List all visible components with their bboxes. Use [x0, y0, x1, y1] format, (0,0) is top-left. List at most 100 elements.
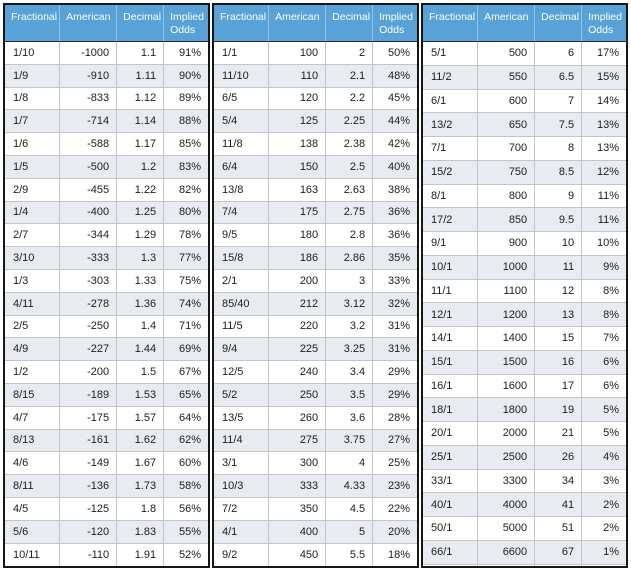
- cell-fractional: 11/10: [213, 63, 269, 88]
- cell-decimal: 6: [534, 41, 582, 66]
- cell-fractional: 14/1: [422, 326, 478, 351]
- cell-american: 450: [268, 542, 326, 567]
- cell-american: 1200: [477, 302, 535, 327]
- table-row: 11/5 220 3.2 31%: [213, 314, 418, 338]
- cell-decimal: 7.5: [534, 112, 582, 137]
- cell-decimal: 11: [534, 254, 582, 279]
- odds-table-long-prices: Fractional American Decimal Implied Odds 5/…: [421, 3, 628, 568]
- cell-implied-odds: 71%: [163, 314, 209, 338]
- cell-american: [477, 563, 535, 567]
- cell-decimal: 1.8: [116, 496, 164, 521]
- table-row: 66/1 6600 67 1%: [422, 539, 627, 564]
- cell-decimal: 1.22: [116, 177, 164, 202]
- cell-fractional: 9/1: [422, 231, 478, 256]
- table-row: 4/11 -278 1.36 74%: [4, 291, 209, 316]
- table-row: 1/1 100 2 50%: [213, 41, 418, 65]
- table-row: 13/2 650 7.5 13%: [422, 112, 627, 137]
- cell-decimal: 1.44: [116, 337, 164, 361]
- column-header-fractional: Fractional: [4, 4, 60, 42]
- cell-fractional: 85/40: [213, 291, 269, 316]
- cell-decimal: 2.2: [325, 86, 373, 110]
- cell-american: -136: [59, 474, 117, 498]
- cell-american: 1000: [477, 254, 535, 279]
- cell-decimal: 4: [325, 451, 373, 475]
- cell-implied-odds: 11%: [581, 183, 627, 208]
- table-row: 9/1 900 10 10%: [422, 231, 627, 256]
- cell-fractional: 4/6: [4, 451, 60, 475]
- cell-decimal: 1.83: [116, 519, 164, 544]
- cell-fractional: 11/1: [422, 278, 478, 303]
- cell-implied-odds: 36%: [372, 223, 418, 247]
- cell-american: -278: [59, 291, 117, 316]
- cell-implied-odds: 82%: [163, 177, 209, 202]
- table-row: 1/5 -500 1.2 83%: [4, 154, 209, 179]
- cell-implied-odds: 32%: [372, 291, 418, 316]
- cell-decimal: 1.67: [116, 451, 164, 475]
- cell-fractional: 9/2: [213, 542, 269, 567]
- cell-decimal: 1.4: [116, 314, 164, 338]
- cell-decimal: 1.53: [116, 382, 164, 407]
- cell-decimal: 1.17: [116, 132, 164, 156]
- table-row: 25/1 2500 26 4%: [422, 444, 627, 469]
- cell-fractional: 1/5: [4, 154, 60, 179]
- cell-decimal: 4.5: [325, 496, 373, 521]
- cell-fractional: 50/1: [422, 516, 478, 541]
- cell-implied-odds: 36%: [372, 200, 418, 224]
- table-row: 1/8 -833 1.12 89%: [4, 86, 209, 110]
- table-row: 16/1 1600 17 6%: [422, 373, 627, 398]
- cell-implied-odds: 28%: [372, 405, 418, 430]
- table-row: 3/10 -333 1.3 77%: [4, 246, 209, 270]
- cell-implied-odds: 8%: [581, 302, 627, 327]
- cell-fractional: 1/1: [213, 41, 269, 65]
- table-row: 8/1 800 9 11%: [422, 183, 627, 208]
- cell-decimal: 5.5: [325, 542, 373, 567]
- cell-fractional: 2/9: [4, 177, 60, 202]
- table-row: 13/5 260 3.6 28%: [213, 405, 418, 430]
- cell-decimal: 1.91: [116, 542, 164, 567]
- cell-american: 120: [268, 86, 326, 110]
- cell-implied-odds: 1%: [581, 539, 627, 564]
- cell-decimal: 2.63: [325, 177, 373, 202]
- cell-decimal: 1.11: [116, 63, 164, 88]
- table-row: 7/4 175 2.75 36%: [213, 200, 418, 224]
- table-row: 1/4 -400 1.25 80%: [4, 200, 209, 224]
- cell-implied-odds: 5%: [581, 421, 627, 446]
- cell-implied-odds: [581, 563, 627, 567]
- table-row: 11/8 138 2.38 42%: [213, 132, 418, 156]
- cell-fractional: 18/1: [422, 397, 478, 422]
- table-row: 11/2 550 6.5 15%: [422, 64, 627, 89]
- cell-american: 750: [477, 159, 535, 184]
- cell-implied-odds: 74%: [163, 291, 209, 316]
- cell-fractional: 1/4: [4, 200, 60, 224]
- cell-fractional: 7/4: [213, 200, 269, 224]
- cell-american: -110: [59, 542, 117, 567]
- cell-american: 1500: [477, 349, 535, 374]
- cell-fractional: 16/1: [422, 373, 478, 398]
- cell-fractional: 12/1: [422, 302, 478, 327]
- cell-american: 400: [268, 519, 326, 544]
- cell-implied-odds: 6%: [581, 373, 627, 398]
- cell-implied-odds: 7%: [581, 326, 627, 351]
- cell-american: -161: [59, 428, 117, 452]
- table-row: 85/40 212 3.12 32%: [213, 291, 418, 316]
- cell-decimal: 2.5: [325, 154, 373, 179]
- cell-fractional: 5/6: [4, 519, 60, 544]
- table-row: 15/8 186 2.86 35%: [213, 246, 418, 270]
- cell-decimal: 3.5: [325, 382, 373, 407]
- cell-decimal: 15: [534, 326, 582, 351]
- cell-american: 300: [268, 451, 326, 475]
- cell-decimal: 2.8: [325, 223, 373, 247]
- cell-decimal: 3.6: [325, 405, 373, 430]
- table-row: 9/2 450 5.5 18%: [213, 542, 418, 567]
- cell-american: 150: [268, 154, 326, 179]
- cell-fractional: 1/8: [4, 86, 60, 110]
- cell-fractional: 8/13: [4, 428, 60, 452]
- cell-fractional: 9/5: [213, 223, 269, 247]
- cell-american: 6600: [477, 539, 535, 564]
- table-row: 17/2 850 9.5 11%: [422, 207, 627, 232]
- cell-american: 650: [477, 112, 535, 137]
- header-row: Fractional American Decimal Implied Odds: [4, 4, 209, 42]
- cell-fractional: 8/1: [422, 183, 478, 208]
- cell-american: 175: [268, 200, 326, 224]
- cell-american: 110: [268, 63, 326, 88]
